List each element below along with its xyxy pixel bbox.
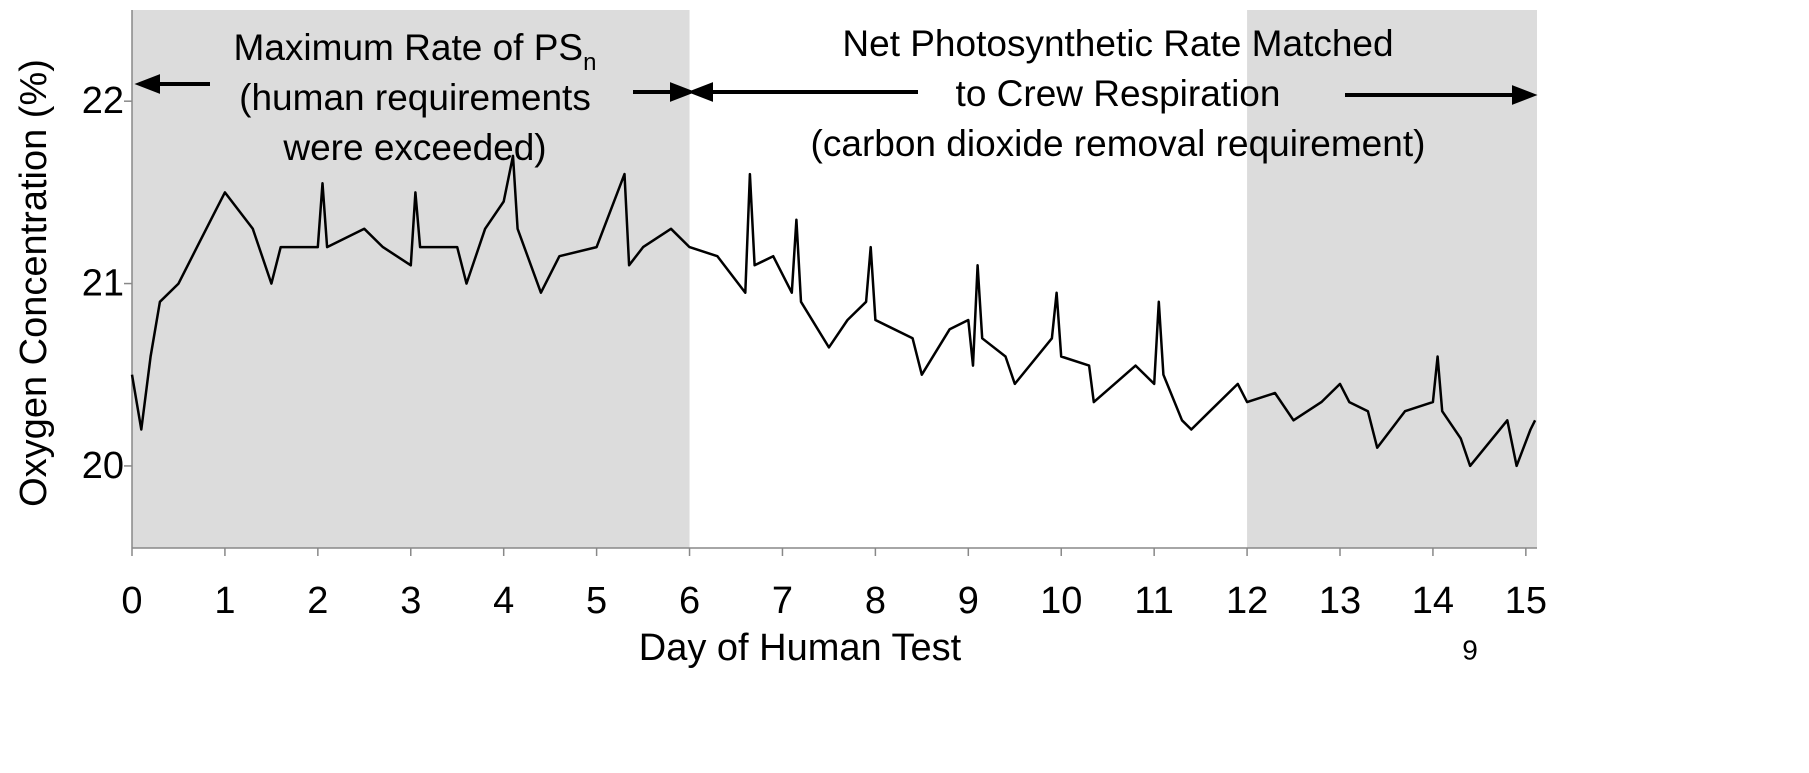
annotation: (human requirements [239,77,591,118]
annotation-text: were exceeded) [282,127,546,168]
annotation: were exceeded) [282,127,546,168]
x-tick-label: 1 [214,580,235,622]
x-axis-label: Day of Human Test [639,627,962,669]
x-tick-label: 10 [1040,580,1082,622]
x-tick-label: 2 [307,580,328,622]
arrows [134,74,1538,105]
annotation-text: (human requirements [239,77,591,118]
shaded-region [132,10,690,548]
x-tick-label: 3 [400,580,421,622]
y-tick-label: 20 [82,445,124,487]
x-tick-label: 5 [586,580,607,622]
page-number: 9 [1462,634,1478,665]
annotation: to Crew Respiration [956,73,1281,114]
x-tick-label: 12 [1226,580,1268,622]
annotation: (carbon dioxide removal requirement) [811,123,1426,164]
x-tick-label: 7 [772,580,793,622]
y-tick-label: 22 [82,80,124,122]
x-tick-label: 14 [1412,580,1454,622]
x-tick-label: 11 [1134,580,1173,622]
x-tick-label: 9 [958,580,979,622]
x-tick-label: 8 [865,580,886,622]
x-tick-label: 13 [1319,580,1361,622]
annotation: Net Photosynthetic Rate Matched [842,23,1393,64]
x-tick-label: 4 [493,580,514,622]
plot [130,154,1537,468]
annotation-text: Maximum Rate of PS [234,27,584,68]
y-axis-label: Oxygen Concentration (%) [13,59,55,507]
annotation-subscript: n [583,49,596,76]
x-tick-label: 6 [679,580,700,622]
annotation-text: (carbon dioxide removal requirement) [811,123,1426,164]
annotation-text: to Crew Respiration [956,73,1281,114]
annotation: Maximum Rate of PSn [234,27,597,76]
x-tick-label: 15 [1505,580,1547,622]
shaded-regions [132,10,1537,548]
x-tick-label: 0 [121,580,142,622]
annotation-text: Net Photosynthetic Rate Matched [842,23,1393,64]
shaded-region [1247,10,1537,548]
y-tick-label: 21 [82,263,124,305]
line [130,154,1537,468]
